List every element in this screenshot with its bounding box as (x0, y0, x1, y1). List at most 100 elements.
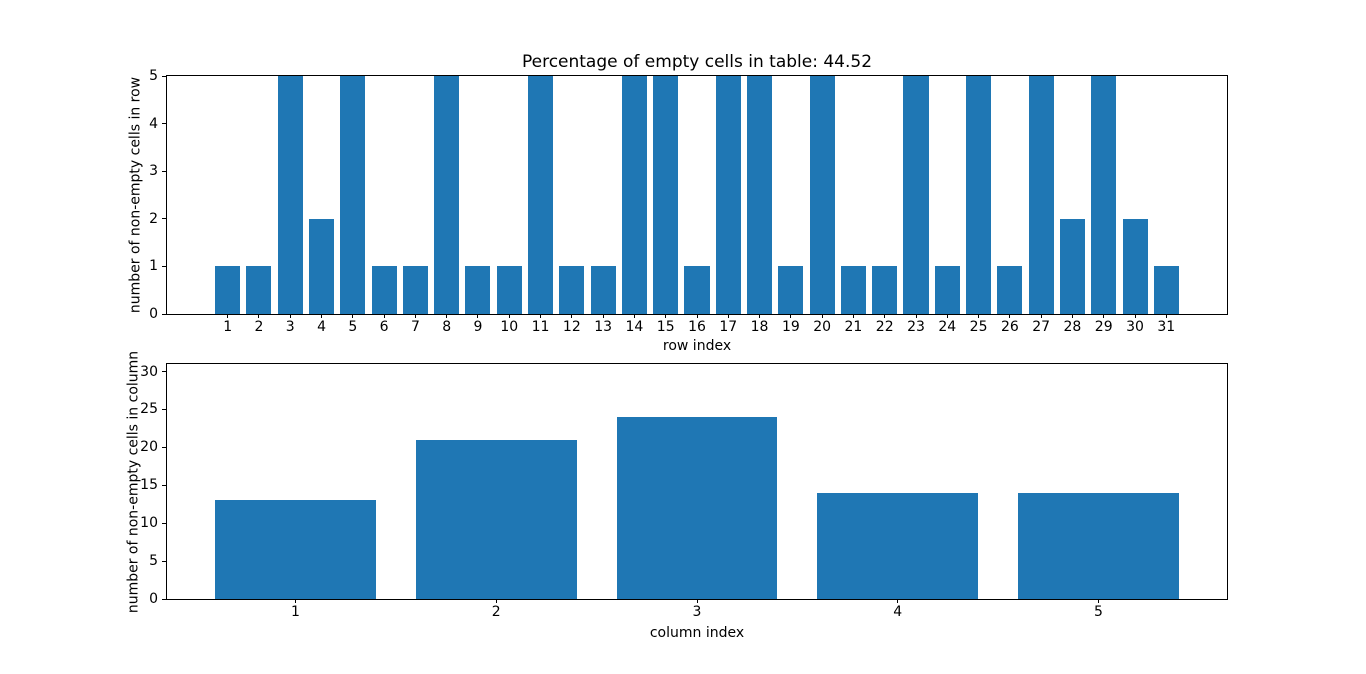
bar (246, 266, 272, 314)
x-tick (477, 314, 479, 318)
bar (309, 218, 335, 314)
bar (559, 266, 585, 314)
bar (966, 76, 992, 314)
x-tick (1103, 314, 1105, 318)
x-tick (508, 314, 510, 318)
x-tick-label: 13 (594, 319, 613, 335)
bar (215, 500, 376, 599)
x-tick-label: 2 (491, 604, 501, 620)
x-tick-label: 1 (291, 604, 300, 620)
x-tick-label: 26 (1000, 319, 1019, 335)
bar (621, 76, 647, 314)
y-tick-label: 5 (149, 68, 158, 84)
x-tick (1134, 314, 1136, 318)
x-tick (884, 314, 886, 318)
x-tick-label: 15 (656, 319, 675, 335)
bar (653, 76, 679, 314)
x-tick-label: 4 (893, 604, 903, 620)
x-tick-label: 9 (473, 319, 483, 335)
x-tick-label: 29 (1094, 319, 1113, 335)
x-tick (446, 314, 448, 318)
x-tick (383, 314, 385, 318)
y-tick-label: 25 (140, 401, 158, 418)
x-tick-label: 10 (500, 319, 519, 335)
x-tick-label: 1 (223, 319, 233, 335)
bar (277, 76, 303, 314)
x-tick-label: 14 (625, 319, 644, 335)
x-tick (602, 314, 604, 318)
x-tick-label: 16 (688, 319, 706, 335)
y-tick-label: 1 (149, 258, 158, 275)
bar (997, 266, 1023, 314)
columns-plot-area: 1 2 3 4 5 0 5 10 15 20 25 30 (140, 363, 1228, 620)
x-tick (321, 314, 323, 318)
bar (747, 76, 773, 314)
y-tick-label: 30 (140, 363, 158, 380)
x-tick-label: 20 (813, 319, 832, 335)
x-tick (540, 314, 542, 318)
x-tick-label: 11 (531, 319, 550, 335)
x-tick (978, 314, 980, 318)
x-tick (258, 314, 260, 318)
bar (1028, 76, 1054, 314)
x-tick (696, 599, 698, 603)
x-tick-label: 19 (781, 319, 800, 335)
rows-x-axis-label: row index (662, 338, 732, 354)
x-tick-label: 31 (1157, 319, 1176, 335)
x-tick (1009, 314, 1011, 318)
bar (817, 492, 979, 599)
x-tick (633, 314, 635, 318)
y-tick-label: 10 (140, 515, 158, 532)
bar (840, 266, 866, 314)
x-tick (294, 599, 296, 603)
y-tick-label: 15 (140, 477, 158, 494)
bar (415, 439, 577, 599)
x-tick-label: 22 (875, 319, 894, 335)
bar (715, 76, 741, 314)
x-tick (665, 314, 667, 318)
bar (402, 266, 428, 314)
bar (1122, 218, 1148, 314)
x-tick-label: 21 (844, 319, 863, 335)
bar (434, 76, 460, 314)
bar (872, 266, 898, 314)
y-tick (162, 560, 166, 562)
y-tick-label: 2 (149, 210, 158, 227)
bar (496, 266, 522, 314)
bar (1091, 76, 1117, 314)
y-tick (162, 170, 166, 172)
x-tick-label: 3 (285, 319, 295, 335)
x-tick-label: 17 (719, 319, 738, 335)
chart-title: Percentage of empty cells in table: 44.5… (521, 52, 873, 72)
x-tick (696, 314, 698, 318)
y-tick (162, 371, 166, 373)
x-tick (915, 314, 917, 318)
x-tick (946, 314, 948, 318)
y-tick (162, 408, 166, 410)
y-tick-label: 0 (149, 306, 158, 322)
x-tick (289, 314, 291, 318)
y-tick-label: 5 (149, 553, 158, 570)
x-tick (571, 314, 573, 318)
y-tick (162, 75, 166, 77)
bar (465, 266, 491, 314)
x-tick (727, 314, 729, 318)
x-tick-label: 8 (442, 319, 452, 335)
bar (1059, 218, 1085, 314)
y-tick-label: 20 (140, 439, 158, 456)
x-tick-label: 3 (692, 604, 702, 620)
x-tick-label: 30 (1126, 319, 1144, 335)
bar (215, 266, 241, 314)
x-tick (852, 314, 854, 318)
bar (590, 266, 616, 314)
x-tick (1098, 599, 1099, 603)
y-tick (162, 522, 166, 524)
bar (809, 76, 835, 314)
y-tick-label: 3 (149, 163, 158, 180)
y-tick (162, 123, 166, 125)
bar (778, 266, 804, 314)
x-tick (414, 314, 416, 318)
x-tick-label: 5 (348, 319, 358, 335)
x-tick (790, 314, 792, 318)
